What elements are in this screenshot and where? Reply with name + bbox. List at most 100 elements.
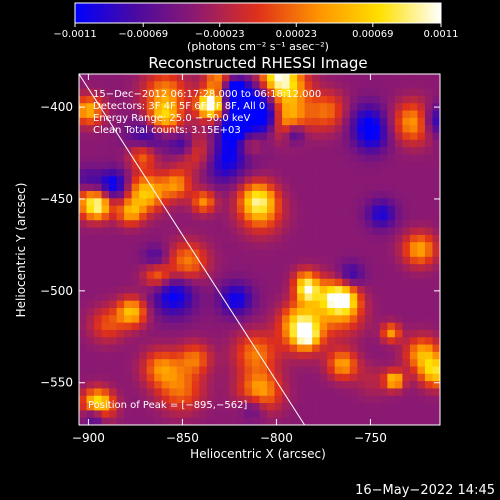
heatmap-cell	[244, 191, 253, 199]
heatmap-cell	[191, 147, 200, 156]
heatmap-cell	[357, 110, 366, 119]
heatmap-cell	[379, 242, 388, 251]
heatmap-cell	[349, 88, 358, 97]
heatmap-cell	[274, 176, 283, 185]
heatmap-cell	[432, 337, 440, 346]
heatmap-cell	[364, 322, 373, 331]
heatmap-cell	[176, 293, 185, 302]
heatmap-cell	[372, 366, 381, 375]
heatmap-cell	[161, 242, 170, 251]
heatmap-cell	[206, 264, 215, 273]
heatmap-cell	[101, 74, 110, 82]
heatmap-cell	[417, 329, 426, 338]
heatmap-cell	[191, 227, 200, 236]
heatmap-cell	[229, 293, 238, 302]
heatmap-cell	[139, 227, 148, 236]
heatmap-cell	[282, 205, 291, 214]
heatmap-cell	[221, 322, 231, 331]
heatmap-cell	[124, 344, 133, 353]
heatmap-cell	[349, 410, 358, 419]
heatmap-cell	[379, 286, 388, 294]
heatmap-cell	[357, 95, 366, 104]
heatmap-cell	[259, 315, 268, 324]
colorbar-tick-label: −0.0011	[53, 29, 96, 40]
heatmap-cell	[206, 227, 215, 236]
colorbar-gradient	[74, 2, 442, 24]
heatmap-cell	[372, 103, 381, 112]
heatmap-cell	[229, 373, 238, 382]
heatmap-cell	[79, 147, 88, 156]
heatmap-cell	[274, 154, 283, 163]
heatmap-cell	[124, 278, 133, 287]
heatmap-cell	[334, 381, 343, 390]
heatmap-cell	[206, 366, 215, 375]
heatmap-cell	[161, 161, 170, 170]
heatmap-cell	[169, 366, 178, 375]
heatmap-cell	[169, 395, 178, 404]
heatmap-cell	[79, 242, 88, 251]
heatmap-cell	[176, 315, 185, 324]
heatmap-cell	[131, 125, 140, 134]
heatmap-cell	[357, 220, 366, 229]
heatmap-cell	[364, 125, 373, 134]
heatmap-cell	[146, 103, 155, 112]
heatmap-cell	[229, 286, 238, 294]
heatmap-cell	[357, 381, 366, 390]
heatmap-cell	[184, 74, 193, 82]
heatmap-cell	[432, 242, 440, 251]
heatmap-cell	[342, 300, 351, 309]
heatmap-cell	[251, 212, 261, 221]
heatmap-cell	[379, 359, 388, 368]
heatmap-cell	[176, 234, 185, 243]
heatmap-cell	[146, 198, 155, 207]
heatmap-cell	[191, 388, 200, 397]
heatmap-cell	[176, 271, 185, 280]
heatmap-cell	[176, 161, 185, 170]
heatmap-cell	[357, 417, 366, 425]
heatmap-cell	[267, 212, 276, 221]
heatmap-cell	[402, 74, 411, 82]
heatmap-cell	[319, 176, 328, 185]
heatmap-cell	[236, 351, 246, 360]
heatmap-cell	[274, 132, 283, 141]
heatmap-cell	[199, 249, 208, 258]
heatmap-cell	[131, 271, 140, 280]
heatmap-cell	[146, 242, 155, 251]
heatmap-cell	[357, 388, 366, 397]
heatmap-cell	[244, 256, 253, 265]
heatmap-cell	[146, 139, 155, 148]
heatmap-cell	[199, 74, 208, 82]
heatmap-cell	[312, 117, 321, 126]
heatmap-cell	[327, 373, 336, 382]
colorbar-tick-label: −0.00023	[195, 29, 245, 40]
heatmap-cell	[79, 198, 88, 207]
heatmap-cell	[131, 234, 140, 243]
heatmap-cell	[282, 125, 291, 134]
heatmap-cell	[214, 88, 223, 97]
heatmap-cell	[86, 81, 95, 90]
heatmap-cell	[297, 264, 306, 273]
heatmap-cell	[229, 344, 238, 353]
heatmap-cell	[312, 176, 321, 185]
heatmap-cell	[184, 417, 193, 425]
heatmap-cell	[297, 212, 306, 221]
heatmap-cell	[424, 322, 434, 331]
heatmap-cell	[432, 366, 440, 375]
heatmap-cell	[267, 286, 276, 294]
heatmap-cell	[229, 147, 238, 156]
heatmap-cell	[357, 117, 366, 126]
heatmap-cell	[259, 154, 268, 163]
heatmap-cell	[432, 147, 440, 156]
heatmap-cell	[387, 191, 396, 199]
heatmap-cell	[364, 212, 373, 221]
heatmap-cell	[161, 300, 170, 309]
heatmap-cell	[176, 264, 185, 273]
heatmap-cell	[387, 366, 396, 375]
heatmap-cell	[304, 359, 313, 368]
heatmap-cell	[372, 388, 381, 397]
heatmap-cell	[357, 74, 366, 82]
heatmap-cell	[154, 300, 163, 309]
heatmap-cell	[169, 271, 178, 280]
heatmap-cell	[394, 322, 403, 331]
heatmap-cell	[116, 205, 125, 214]
